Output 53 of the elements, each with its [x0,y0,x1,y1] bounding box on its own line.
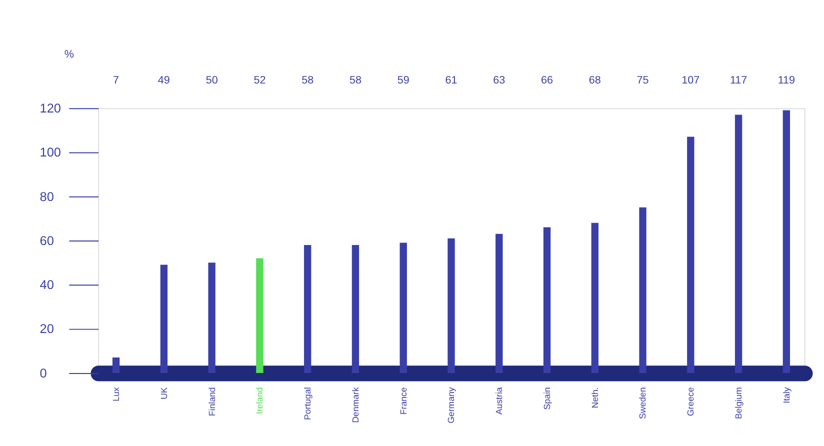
y-tick-label: 0 [40,365,47,380]
x-tick-label: France [398,387,408,415]
bar [496,234,503,373]
x-tick-label: Italy [781,386,792,404]
data-label: 61 [445,74,458,87]
bar [734,114,742,373]
y-tick-label: 40 [40,277,54,292]
x-tick-label: Neth. [590,387,600,408]
x-tick-label: Finland [206,387,217,416]
data-label: 7 [113,74,120,87]
data-label: 49 [158,74,170,87]
y-tick-label: 100 [40,144,62,160]
y-tick-label: 120 [40,100,62,116]
bar [782,110,790,373]
bar [256,258,264,373]
x-tick-label: Belgium [733,387,744,420]
bar [448,238,455,373]
bar [352,244,360,373]
data-label: 52 [254,74,266,87]
bar [304,244,312,373]
x-tick-label: UK [158,387,169,400]
bar [208,262,216,373]
bar [639,207,646,373]
data-label: 117 [730,74,748,87]
data-label: 63 [493,74,506,87]
x-tick-label: Germany [446,386,456,424]
x-tick-label: Denmark [350,386,360,423]
bar [112,358,120,373]
bar [687,136,694,373]
y-tick-label: 20 [40,321,54,336]
y-tick-label: 60 [40,232,54,248]
bar [400,242,407,373]
data-label: 58 [349,74,362,87]
x-tick-label: Portugal [302,387,313,420]
x-tick-label: Spain [542,387,552,410]
data-label: 107 [682,74,700,87]
bar [591,222,598,373]
data-label: 50 [206,74,218,87]
x-tick-label: Lux [110,386,121,402]
y-axis-title: % [64,48,74,61]
x-tick-label: Ireland [254,387,265,414]
data-label: 68 [588,74,601,87]
data-label: 66 [541,74,554,87]
bar [160,264,168,373]
data-label: 58 [302,74,314,87]
x-tick-label: Sweden [638,387,648,420]
data-label: 59 [397,74,410,87]
x-tick-label: Greece [686,387,696,416]
x-tick-label: Austria [494,387,504,415]
data-label: 75 [636,74,649,87]
data-label: 119 [778,74,796,87]
y-tick-label: 80 [40,188,54,204]
bar [543,227,551,373]
